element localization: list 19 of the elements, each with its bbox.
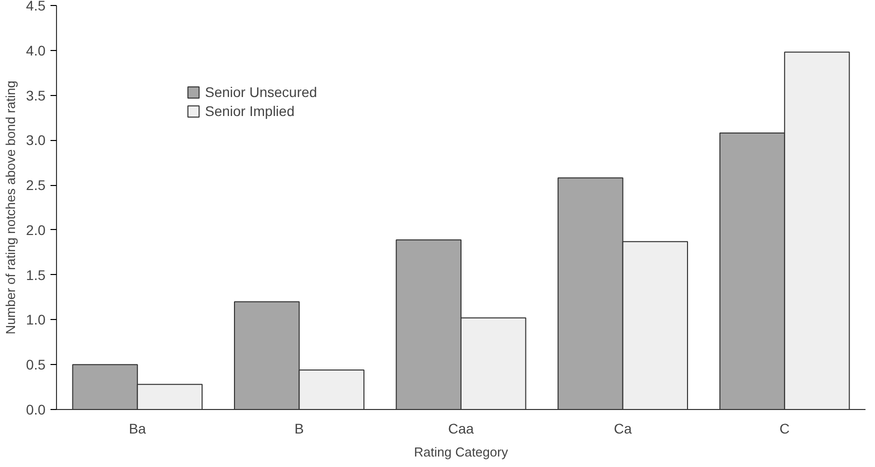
x-tick-label: C bbox=[780, 420, 790, 436]
y-tick-label: 2.5 bbox=[26, 177, 46, 194]
x-tick-label: Ba bbox=[128, 420, 146, 436]
y-tick-label: 2.0 bbox=[26, 222, 46, 238]
y-tick-label: 1.5 bbox=[26, 266, 46, 283]
y-tick-label: 3.0 bbox=[26, 132, 46, 148]
y-tick-label: 4.0 bbox=[26, 42, 46, 58]
legend-label: Senior Unsecured bbox=[205, 84, 318, 100]
y-tick-label: 4.5 bbox=[26, 0, 46, 14]
y-tick-label: 3.5 bbox=[26, 87, 46, 104]
y-tick-label: 0.0 bbox=[26, 402, 46, 418]
x-axis-title: Rating Category bbox=[414, 444, 508, 460]
x-tick-label: Caa bbox=[448, 420, 474, 436]
legend-label: Senior Implied bbox=[205, 103, 294, 119]
y-axis-title: Number of rating notches above bond rating bbox=[3, 80, 18, 334]
y-tick-label: 0.5 bbox=[26, 356, 46, 373]
x-tick-label: B bbox=[294, 420, 304, 436]
x-tick-label: Ca bbox=[614, 420, 632, 436]
y-tick-label: 1.0 bbox=[26, 312, 46, 328]
